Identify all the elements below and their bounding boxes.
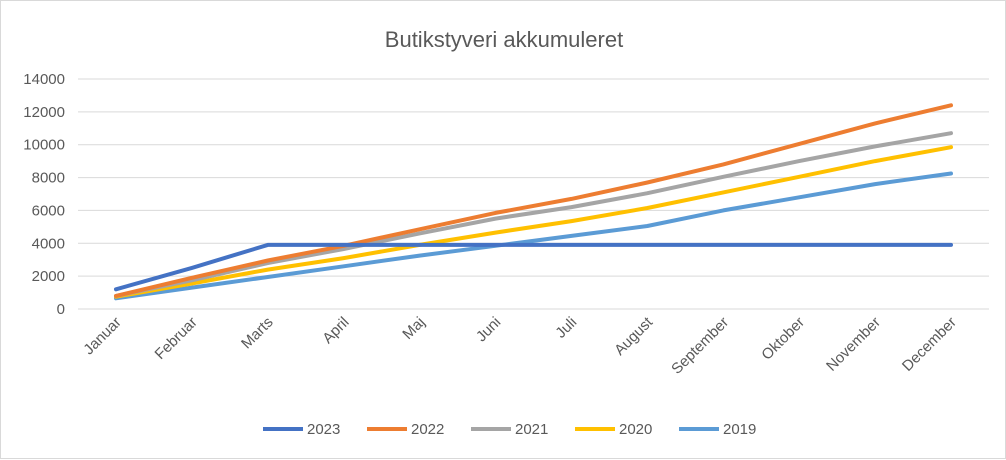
series-line-2023 <box>114 242 953 292</box>
legend-label-2021: 2021 <box>515 421 548 438</box>
series-line-2019 <box>114 171 953 301</box>
x-tick-label: December <box>899 314 960 375</box>
x-tick-label: Januar <box>80 314 124 358</box>
y-tick-label: 0 <box>57 301 65 318</box>
x-tick-label: Juni <box>473 314 504 345</box>
y-tick-label: 14000 <box>23 71 65 88</box>
y-tick-label: 8000 <box>32 170 65 187</box>
x-tick-label: Maj <box>399 314 428 343</box>
x-tick-label: Oktober <box>758 314 808 364</box>
x-tick-label: Februar <box>152 314 201 363</box>
legend-label-2022: 2022 <box>411 421 444 438</box>
series-lines <box>114 103 953 301</box>
chart-title: Butikstyveri akkumuleret <box>385 27 623 52</box>
gridlines <box>78 78 989 277</box>
y-tick-label: 2000 <box>32 268 65 285</box>
y-axis-ticks: 0 2000 4000 6000 8000 10000 12000 14000 <box>23 71 65 318</box>
x-tick-label: September <box>668 314 732 378</box>
y-tick-label: 6000 <box>32 202 65 219</box>
y-tick-label: 12000 <box>23 104 65 121</box>
x-tick-label: Marts <box>238 314 277 353</box>
legend-label-2019: 2019 <box>723 421 756 438</box>
x-axis-ticks: Januar Februar Marts April Maj Juni Juli August… <box>80 313 960 377</box>
y-tick-label: 10000 <box>23 137 65 154</box>
x-tick-label: April <box>319 314 352 347</box>
legend-label-2020: 2020 <box>619 421 652 438</box>
series-line-2021 <box>114 131 953 298</box>
y-tick-label: 4000 <box>32 235 65 252</box>
legend-label-2023: 2023 <box>307 421 340 438</box>
x-tick-label: November <box>823 314 884 375</box>
series-line-2020 <box>114 145 953 299</box>
x-tick-label: August <box>611 313 657 359</box>
series-line-2022 <box>114 103 953 298</box>
x-tick-label: Juli <box>552 314 580 342</box>
legend: 2023 2022 2021 2020 2019 <box>263 421 756 438</box>
